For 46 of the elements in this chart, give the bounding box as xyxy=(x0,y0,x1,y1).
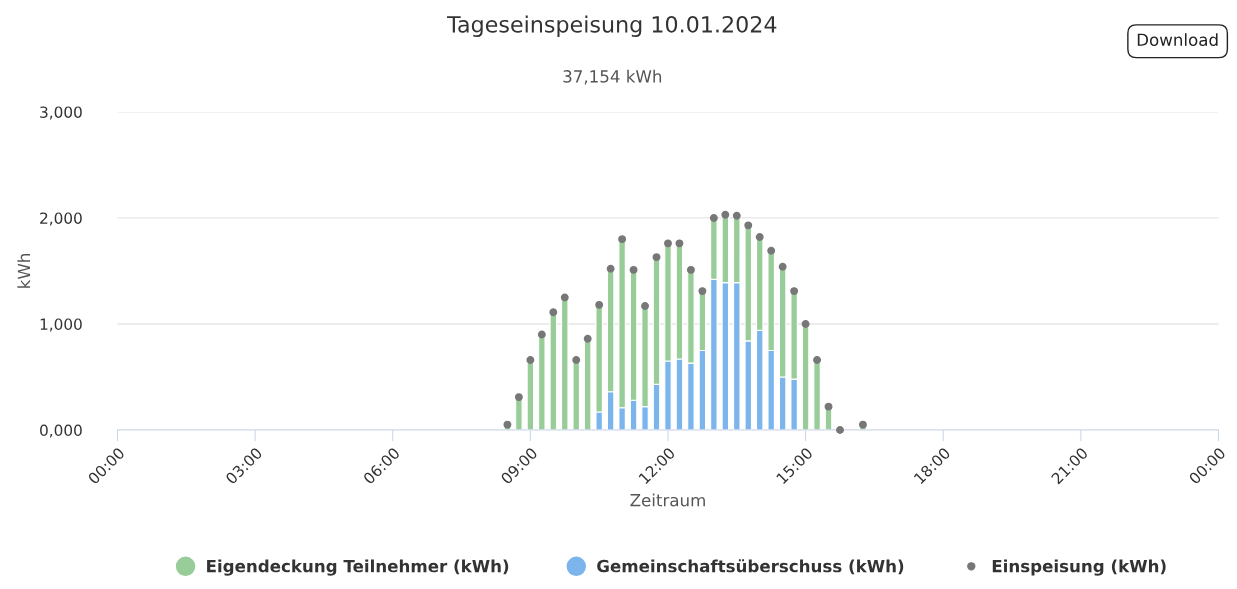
point xyxy=(503,420,512,429)
point xyxy=(526,356,535,364)
legend-label: Eigendeckung Teilnehmer (kWh) xyxy=(207,559,509,576)
point xyxy=(824,402,833,411)
point xyxy=(572,356,581,364)
point xyxy=(618,235,627,244)
point xyxy=(606,264,615,273)
point xyxy=(813,356,822,364)
point xyxy=(595,300,604,309)
text: Download xyxy=(1137,33,1218,47)
bar xyxy=(583,338,592,430)
x-axis-title: Zeitraum xyxy=(630,493,705,507)
y-tick-label: 2,000 xyxy=(40,212,82,226)
legend-label: Gemeinschaftsüberschuss (kWh) xyxy=(597,559,904,575)
point xyxy=(801,319,810,328)
point xyxy=(767,246,776,255)
point xyxy=(514,393,523,402)
point xyxy=(732,211,741,220)
y-tick-label: 1,000 xyxy=(40,318,82,332)
point xyxy=(675,239,684,248)
point xyxy=(755,233,764,241)
point xyxy=(641,301,649,310)
point xyxy=(698,287,707,296)
point xyxy=(652,253,661,262)
legend-label: Einspeisung (kWh) xyxy=(992,559,1166,576)
point xyxy=(790,287,799,296)
point xyxy=(549,308,558,317)
y-axis-title: kWh xyxy=(17,254,31,288)
point xyxy=(778,262,787,271)
point xyxy=(721,210,730,219)
bar xyxy=(813,359,821,430)
point xyxy=(744,221,753,230)
y-tick-label: 0,000 xyxy=(40,424,82,438)
point xyxy=(686,265,695,274)
point xyxy=(709,213,718,222)
point xyxy=(858,420,867,429)
chart-title: Tageseinspeisung 10.01.2024 xyxy=(447,15,777,38)
y-tick-label: 3,000 xyxy=(40,106,82,120)
bar xyxy=(572,359,581,430)
point xyxy=(537,330,546,339)
chart-subtitle: 37,154 kWh xyxy=(563,69,662,85)
point xyxy=(836,426,844,434)
point xyxy=(664,239,672,248)
point xyxy=(583,334,592,343)
point xyxy=(629,265,638,274)
point xyxy=(560,293,569,302)
